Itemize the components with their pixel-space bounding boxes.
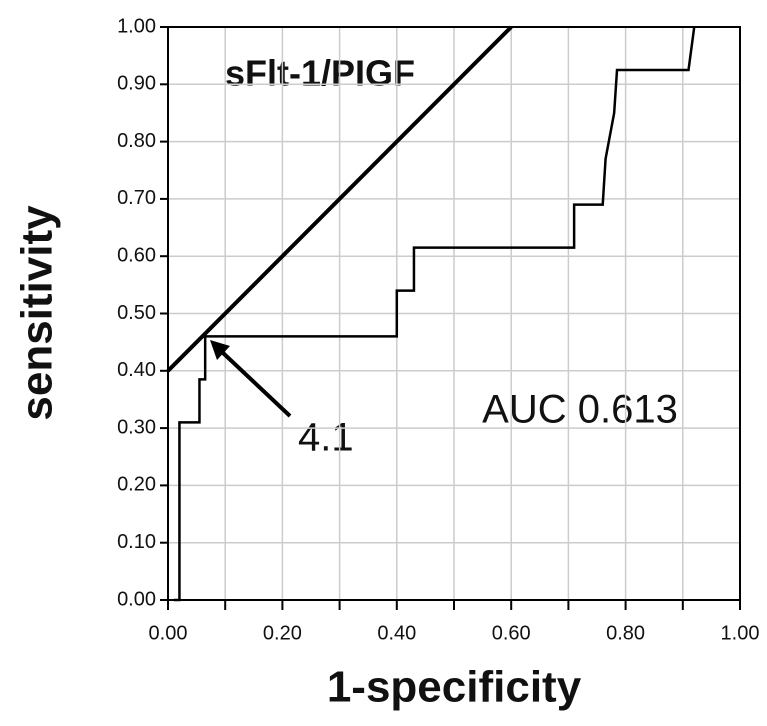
x-tick-label: 1.00: [721, 622, 760, 644]
cutoff-annotation: 4.1: [298, 416, 354, 460]
tangent-line: [166, 25, 513, 373]
y-tick-label: 0.50: [117, 302, 156, 324]
x-tick-label: 0.60: [492, 622, 531, 644]
y-tick-label: 0.10: [117, 531, 156, 553]
roc-curve: [173, 26, 696, 602]
x-tick-label: 0.00: [149, 622, 188, 644]
y-tick-label: 0.60: [117, 244, 156, 266]
y-tick-label: 0.80: [117, 130, 156, 152]
x-tick-label: 0.20: [263, 622, 302, 644]
y-tick-label: 0.20: [117, 474, 156, 496]
x-axis-label: 1-specificity: [327, 663, 582, 712]
x-tick-label: 0.40: [377, 622, 416, 644]
y-tick-label: 0.90: [117, 73, 156, 95]
arrow-shaft: [220, 350, 292, 418]
auc-annotation: AUC 0.613: [482, 388, 678, 432]
y-tick-label: 0.40: [117, 359, 156, 381]
y-tick-label: 0.70: [117, 187, 156, 209]
x-tick-label: 0.80: [606, 622, 645, 644]
y-tick-label: 0.30: [117, 416, 156, 438]
y-axis-label: sensitivity: [13, 205, 62, 421]
plot-frame: [167, 26, 741, 601]
y-tick-label: 0.00: [117, 588, 156, 610]
chart-title: sFlt-1/PIGF: [225, 53, 415, 94]
arrow-head: [210, 340, 230, 360]
y-tick-label: 1.00: [117, 15, 156, 37]
